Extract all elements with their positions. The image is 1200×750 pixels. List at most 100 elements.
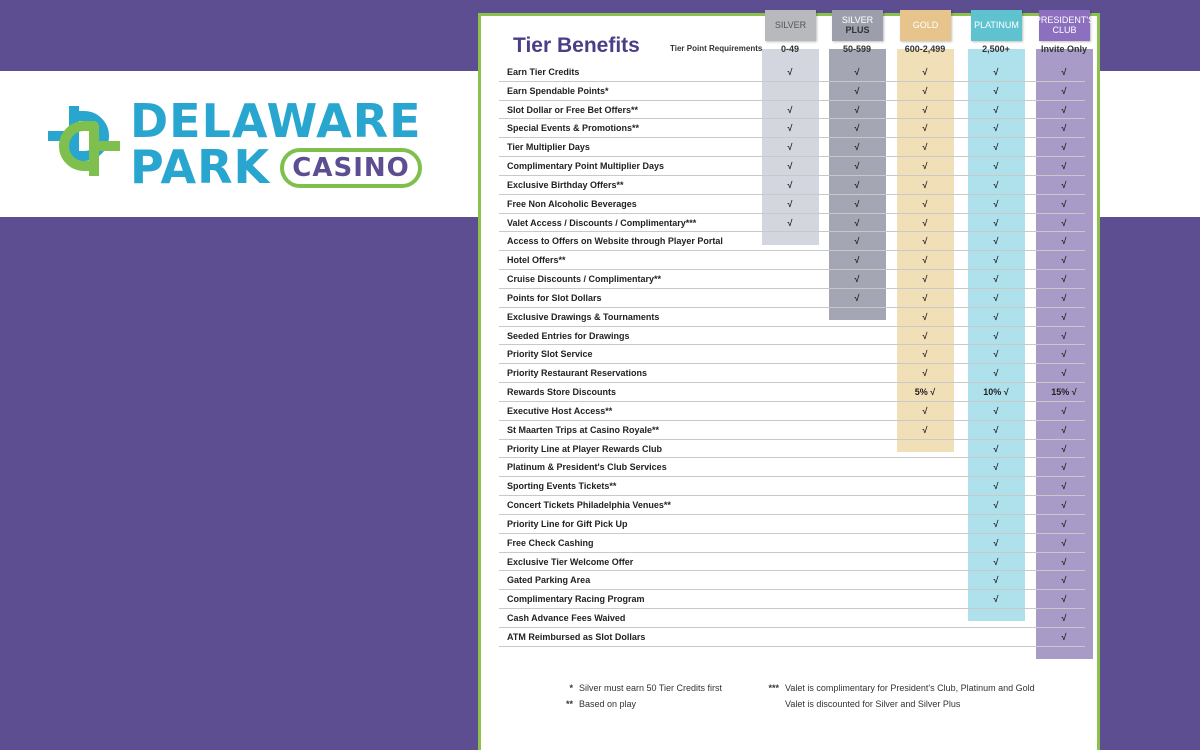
benefit-label: Priority Line for Gift Pick Up xyxy=(507,518,628,529)
benefit-check: √ xyxy=(787,198,793,209)
benefit-check: √ xyxy=(922,311,928,322)
logo-word-park: PARK xyxy=(130,140,271,194)
table-row: Executive Host Access** √ √ √ xyxy=(499,402,1085,421)
benefit-check: √ xyxy=(787,67,793,77)
benefit-check: √ xyxy=(922,67,928,77)
benefit-check: √ xyxy=(854,161,860,172)
benefit-check: √ xyxy=(922,405,928,416)
table-row: ATM Reimbursed as Slot Dollars √ xyxy=(499,628,1085,647)
benefit-check: √ xyxy=(922,292,928,303)
benefit-check: √ xyxy=(993,142,999,153)
benefit-check: √ xyxy=(1061,556,1067,567)
benefit-check: √ xyxy=(922,198,928,209)
benefit-label: Exclusive Birthday Offers** xyxy=(507,179,624,190)
tier-column-silver: SILVER xyxy=(762,10,819,245)
benefit-check: √ xyxy=(854,179,860,190)
table-row: Free Non Alcoholic Beverages √ √ √ √ √ xyxy=(499,195,1085,214)
table-row: Complimentary Racing Program √ √ xyxy=(499,590,1085,610)
benefit-check: √ xyxy=(854,67,860,77)
table-row: St Maarten Trips at Casino Royale** √ √ √ xyxy=(499,421,1085,440)
table-row: Valet Access / Discounts / Complimentary… xyxy=(499,214,1085,233)
benefit-label: Valet Access / Discounts / Complimentary… xyxy=(507,217,697,228)
benefit-label: Priority Slot Service xyxy=(507,349,593,360)
benefit-label: Free Check Cashing xyxy=(507,537,594,548)
benefit-check: √ xyxy=(1061,405,1067,416)
benefit-check: √ xyxy=(1061,424,1067,435)
benefit-label: Hotel Offers** xyxy=(507,255,566,266)
benefit-check: √ xyxy=(922,255,928,266)
benefit-check: 15% √ xyxy=(1051,387,1077,398)
table-row: Platinum & President's Club Services √ √ xyxy=(499,458,1085,478)
benefit-check: √ xyxy=(1061,613,1067,624)
benefit-check: √ xyxy=(787,104,793,115)
table-row: Sporting Events Tickets** √ √ xyxy=(499,477,1085,497)
benefit-label: Exclusive Tier Welcome Offer xyxy=(507,556,634,567)
benefit-check: √ xyxy=(993,349,999,360)
benefit-check: √ xyxy=(993,255,999,266)
tier-requirement: 600-2,499 xyxy=(904,44,946,54)
benefit-check: √ xyxy=(993,575,999,586)
benefit-check: √ xyxy=(787,123,793,134)
benefit-check: √ xyxy=(993,500,999,511)
benefit-check: √ xyxy=(922,424,928,435)
table-row: Earn Spendable Points* √ √ √ √ xyxy=(499,82,1085,101)
benefit-check: √ xyxy=(854,142,860,153)
tier-benefits-card: SILVER SILVER PLUS GOLD PLATINUM PRESIDENT'S C… xyxy=(478,10,1100,750)
logo-casino-badge: CASINO xyxy=(280,148,422,188)
benefit-label: Cruise Discounts / Complimentary** xyxy=(507,274,662,285)
benefit-check: √ xyxy=(922,217,928,228)
benefit-check: √ xyxy=(1061,142,1067,153)
benefit-label: Priority Restaurant Reservations xyxy=(507,368,648,379)
benefit-label: Free Non Alcoholic Beverages xyxy=(507,198,637,209)
benefit-check: √ xyxy=(854,217,860,228)
benefit-check: √ xyxy=(1061,311,1067,322)
tier-label: SILVER PLUS xyxy=(832,10,883,41)
benefit-check: √ xyxy=(993,481,999,492)
tier-label: GOLD xyxy=(900,10,951,41)
benefit-check: √ xyxy=(854,123,860,134)
table-row: Priority Restaurant Reservations √ √ √ xyxy=(499,364,1085,384)
table-row: Priority Line for Gift Pick Up √ √ xyxy=(499,515,1085,534)
table-row: Access to Offers on Website through Play… xyxy=(499,232,1085,252)
benefits-table: Earn Tier Credits √ √ √ √ √ Earn Spendable Poi… xyxy=(499,63,1085,647)
benefit-check: √ xyxy=(787,161,793,172)
benefit-check: √ xyxy=(854,198,860,209)
tier-point-requirements-label: Tier Point Requirements xyxy=(670,44,763,53)
benefit-label: Complimentary Racing Program xyxy=(507,594,645,605)
benefit-label: St Maarten Trips at Casino Royale** xyxy=(507,424,660,435)
table-row: Points for Slot Dollars √ √ √ √ xyxy=(499,289,1085,308)
benefit-check: √ xyxy=(1061,537,1067,548)
benefit-check: √ xyxy=(1061,274,1067,285)
table-row: Free Check Cashing √ √ xyxy=(499,534,1085,553)
benefit-check: √ xyxy=(854,85,860,96)
tier-requirement: 50-599 xyxy=(842,44,872,54)
benefit-label: Executive Host Access** xyxy=(507,405,613,416)
table-row: Cruise Discounts / Complimentary** √ √ √ √ xyxy=(499,270,1085,289)
benefit-check: √ xyxy=(993,123,999,134)
benefit-label: Seeded Entries for Drawings xyxy=(507,330,630,341)
tier-label: PLATINUM xyxy=(971,10,1022,41)
benefit-check: √ xyxy=(1061,518,1067,529)
benefit-label: Points for Slot Dollars xyxy=(507,292,602,303)
benefit-label: Special Events & Promotions** xyxy=(507,123,640,134)
benefit-check: √ xyxy=(854,274,860,285)
benefit-check: √ xyxy=(787,217,793,228)
benefit-check: √ xyxy=(854,255,860,266)
table-row: Exclusive Drawings & Tournaments √ √ √ xyxy=(499,308,1085,327)
benefit-check: √ xyxy=(993,274,999,285)
benefit-check: √ xyxy=(1061,481,1067,492)
benefit-check: √ xyxy=(993,217,999,228)
table-row: Gated Parking Area √ √ xyxy=(499,571,1085,591)
benefit-check: √ xyxy=(993,462,999,473)
table-row: Tier Multiplier Days √ √ √ √ √ xyxy=(499,138,1085,158)
table-row: Exclusive Tier Welcome Offer √ √ xyxy=(499,553,1085,572)
table-row: Exclusive Birthday Offers** √ √ √ √ √ xyxy=(499,176,1085,195)
benefit-check: √ xyxy=(993,67,999,77)
benefit-check: √ xyxy=(922,236,928,247)
table-row: Earn Tier Credits √ √ √ √ √ xyxy=(499,63,1085,82)
table-row: Rewards Store Discounts 5% √ 10% √ 15% √ xyxy=(499,383,1085,402)
benefit-check: √ xyxy=(1061,198,1067,209)
benefit-check: 10% √ xyxy=(983,387,1009,398)
tier-requirement: 2,500+ xyxy=(982,44,1010,54)
tier-requirement: 0-49 xyxy=(780,44,799,54)
